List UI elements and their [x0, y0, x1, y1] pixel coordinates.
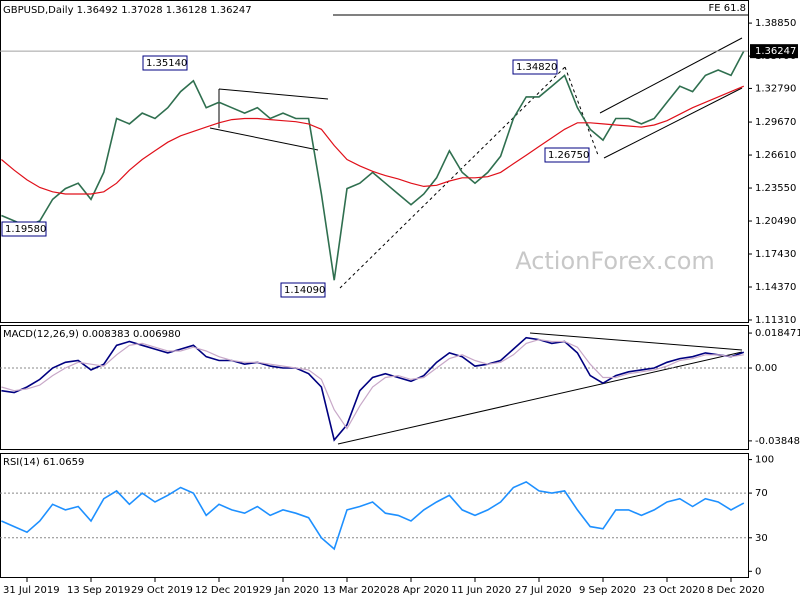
- y-tick-label: 70: [755, 488, 768, 499]
- rsi-title: RSI(14) 61.0659: [3, 457, 84, 468]
- annotation-box: [142, 55, 188, 71]
- y-tick-label: 0.00: [755, 363, 777, 374]
- x-tick-label: 27 Jul 2020: [515, 585, 572, 596]
- last-price-label: 1.36247: [755, 46, 796, 57]
- annotation-box: [544, 147, 590, 163]
- x-tick-label: 23 Oct 2020: [643, 585, 705, 596]
- y-tick-label: 1.38850: [755, 18, 796, 29]
- last-price-box: [750, 44, 798, 59]
- x-tick-label: 29 Oct 2019: [131, 585, 193, 596]
- x-tick-label: 28 Apr 2020: [387, 585, 449, 596]
- trend-line: [599, 37, 743, 114]
- x-tick-label: 29 Jan 2020: [259, 585, 319, 596]
- fib-line: [564, 66, 599, 156]
- trend-lines: [209, 14, 748, 445]
- y-tick-label: 1.20490: [755, 216, 796, 227]
- series-line: [1, 338, 744, 430]
- annotation: 1.19580: [5, 224, 46, 235]
- watermark: ActionForex.com: [515, 247, 715, 275]
- y-tick-label: 1.17430: [755, 249, 796, 260]
- y-tick-label: 1.26610: [755, 150, 796, 161]
- trend-line: [603, 87, 743, 159]
- annotation-box: [1, 221, 47, 237]
- frames: [0, 0, 749, 578]
- y-tick-label: 30: [755, 533, 768, 544]
- annotation: 1.35140: [146, 58, 187, 69]
- annotation: 1.34820: [516, 62, 557, 73]
- annotation: 1.14090: [284, 285, 325, 296]
- x-tick-label: 11 Jun 2020: [451, 585, 511, 596]
- y-tick-label: 1.14370: [755, 282, 796, 293]
- price-frame: [0, 0, 749, 323]
- annotation: FE 61.8: [708, 3, 746, 14]
- x-tick-label: 12 Dec 2019: [195, 585, 259, 596]
- trend-line: [218, 88, 329, 100]
- x-tick-label: 13 Mar 2020: [323, 585, 386, 596]
- y-tick-label: 0: [755, 566, 761, 577]
- y-tick-label: 1.23550: [755, 183, 796, 194]
- x-tick-label: 8 Dec 2020: [707, 585, 765, 596]
- y-tick-label: 100: [755, 455, 774, 466]
- annotation-box: [512, 59, 558, 75]
- y-tick-label: 0.018471: [755, 328, 800, 339]
- macd-frame: [0, 325, 749, 450]
- x-tick-label: 9 Sep 2020: [579, 585, 636, 596]
- y-tick-label: 1.29670: [755, 117, 796, 128]
- macd-trend-line: [337, 351, 743, 445]
- rsi-frame: [0, 453, 749, 578]
- y-tick-label: -0.038486: [755, 436, 800, 447]
- series-line: [1, 85, 745, 195]
- x-tick-label: 31 Jul 2019: [3, 585, 60, 596]
- annotation-box: [280, 282, 326, 298]
- y-tick-label: 1.32790: [755, 83, 796, 94]
- series-line: [1, 50, 745, 281]
- annotation: 1.26750: [548, 150, 589, 161]
- series-line: [1, 480, 745, 551]
- macd-trend-line: [529, 332, 743, 351]
- series-line: [1, 336, 745, 442]
- x-tick-label: 13 Sep 2019: [67, 585, 130, 596]
- trend-line: [209, 127, 319, 151]
- macd-title: MACD(12,26,9) 0.008383 0.006980: [3, 329, 181, 340]
- y-tick-label: 1.11310: [755, 315, 796, 326]
- fib-line: [339, 66, 566, 289]
- price-title: GBPUSD,Daily 1.36492 1.37028 1.36128 1.3…: [3, 5, 252, 16]
